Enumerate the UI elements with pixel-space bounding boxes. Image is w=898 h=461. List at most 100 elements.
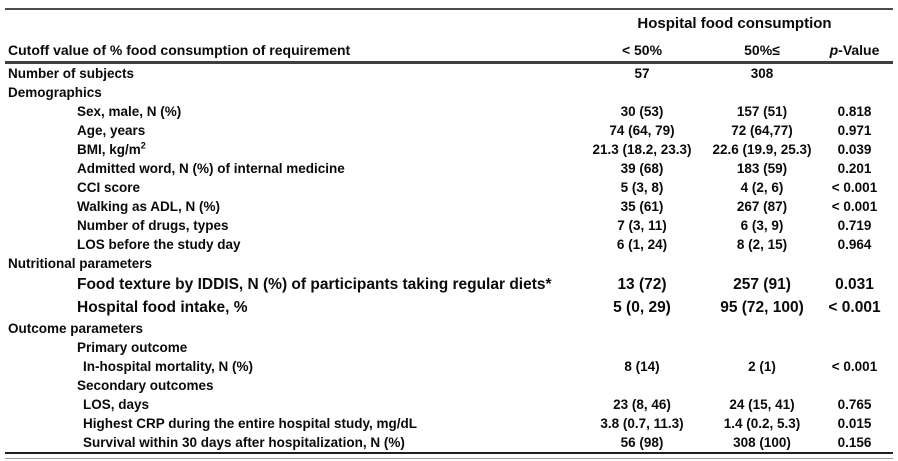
p-value-cell: < 0.001	[831, 359, 878, 374]
p-value-cell	[816, 254, 893, 273]
row-label: Highest CRP during the entire hospital s…	[5, 414, 576, 433]
row-label-text: Number of drugs, types	[77, 218, 229, 233]
table-header: Hospital food consumption Cutoff value o…	[5, 9, 893, 63]
p-value-cell	[816, 319, 893, 338]
spanner-heading: Hospital food consumption	[637, 15, 832, 32]
row-label-text: Survival within 30 days after hospitaliz…	[83, 435, 405, 450]
row-label-text: In-hospital mortality, N (%)	[83, 359, 254, 374]
value-cell: 74 (64, 79)	[609, 123, 675, 138]
row-label: In-hospital mortality, N (%)	[5, 357, 576, 376]
row-label-text: LOS before the study day	[77, 237, 241, 252]
row-label-text: Outcome parameters	[8, 321, 144, 336]
value-cell: 267 (87)	[736, 199, 788, 214]
value-cell	[708, 83, 816, 102]
p-value-cell: 0.031	[835, 275, 874, 293]
table-row: Walking as ADL, N (%) 35 (61) 267 (87) < 0.…	[5, 197, 893, 216]
p-value-cell: 0.971	[837, 123, 872, 138]
value-cell: 39 (68)	[620, 161, 664, 176]
table-row: LOS, days 23 (8, 46) 24 (15, 41) 0.765	[5, 395, 893, 414]
section-row: Primary outcome	[5, 338, 893, 357]
column-header-pvalue: p-Value	[816, 33, 893, 63]
table-row: Hospital food intake, % 5 (0, 29) 95 (72, …	[5, 296, 893, 319]
value-cell: 23 (8, 46)	[613, 397, 671, 412]
p-value-cell: 0.719	[837, 218, 872, 233]
value-cell: 72 (64,77)	[731, 123, 793, 138]
p-value-cell: < 0.001	[828, 298, 881, 316]
p-value-cell	[816, 63, 893, 84]
table-row: Admitted word, N (%) of internal medicin…	[5, 159, 893, 178]
value-cell: 13 (72)	[617, 275, 667, 293]
value-cell: 24 (15, 41)	[729, 397, 795, 412]
value-cell	[576, 83, 708, 102]
row-label-text: Sex, male, N (%)	[77, 104, 182, 119]
p-value-cell: 0.156	[837, 435, 872, 450]
spanner-spacer	[5, 9, 576, 33]
column-header-row: Cutoff value of % food consumption of re…	[5, 33, 893, 63]
p-value-cell	[816, 83, 893, 102]
table-row: Highest CRP during the entire hospital s…	[5, 414, 893, 433]
row-label: LOS, days	[5, 395, 576, 414]
row-label-text: Primary outcome	[77, 340, 188, 355]
value-cell: 2 (1)	[748, 359, 776, 374]
row-label-text: Admitted word, N (%) of internal medicin…	[77, 161, 345, 176]
row-label: Sex, male, N (%)	[5, 102, 576, 121]
p-value-cell: 0.765	[837, 397, 872, 412]
value-cell	[576, 376, 708, 395]
bottom-secondary-rule	[5, 458, 893, 459]
value-cell: 95 (72, 100)	[720, 298, 804, 316]
row-label: Primary outcome	[5, 338, 576, 357]
table-row: Sex, male, N (%) 30 (53) 157 (51) 0.818	[5, 102, 893, 121]
row-label-text: Walking as ADL, N (%)	[77, 199, 221, 214]
value-cell: 5 (3, 8)	[620, 180, 664, 195]
row-label-text: Highest CRP during the entire hospital s…	[83, 416, 418, 431]
value-cell: 3.8 (0.7, 11.3)	[600, 416, 684, 431]
table-row: In-hospital mortality, N (%) 8 (14) 2 (1) <…	[5, 357, 893, 376]
section-row: Demographics	[5, 83, 893, 102]
row-label-text: CCI score	[77, 180, 141, 195]
p-value-cell: < 0.001	[831, 199, 878, 214]
row-label: Walking as ADL, N (%)	[5, 197, 576, 216]
table-body: Number of subjects 57 308 Demographics Sex, …	[5, 63, 893, 453]
row-label: Secondary outcomes	[5, 376, 576, 395]
table-row: Age, years 74 (64, 79) 72 (64,77) 0.971	[5, 121, 893, 140]
column-header-under50: < 50%	[621, 42, 663, 58]
value-cell: 8 (14)	[624, 359, 660, 374]
p-value-cell: 0.201	[837, 161, 872, 176]
spanner-row: Hospital food consumption	[5, 9, 893, 33]
row-label-text: Number of subjects	[8, 66, 135, 81]
p-value-cell	[816, 338, 893, 357]
value-cell: 5 (0, 29)	[613, 298, 671, 316]
table-row: Survival within 30 days after hospitaliz…	[5, 433, 893, 453]
row-label: BMI, kg/m2	[5, 140, 576, 159]
value-cell: 7 (3, 11)	[617, 218, 667, 233]
value-cell: 35 (61)	[620, 199, 664, 214]
p-value-cell: 0.964	[837, 237, 872, 252]
value-cell	[708, 376, 816, 395]
column-header-over50: 50%≤	[744, 42, 780, 58]
value-cell	[576, 338, 708, 357]
value-cell: 157 (51)	[736, 104, 788, 119]
row-label-text: Secondary outcomes	[77, 378, 214, 393]
row-label: Age, years	[5, 121, 576, 140]
row-label: Food texture by IDDIS, N (%) of particip…	[5, 273, 576, 296]
section-row: Nutritional parameters	[5, 254, 893, 273]
value-cell: 257 (91)	[733, 275, 791, 293]
value-cell	[576, 254, 708, 273]
row-label: Admitted word, N (%) of internal medicin…	[5, 159, 576, 178]
row-label: Hospital food intake, %	[5, 296, 576, 319]
value-cell: 6 (1, 24)	[616, 237, 668, 252]
results-table: Hospital food consumption Cutoff value o…	[5, 8, 893, 454]
value-cell: 57	[634, 66, 650, 81]
row-label-text: LOS, days	[83, 397, 150, 412]
table-row: Number of subjects 57 308	[5, 63, 893, 84]
row-label: Demographics	[5, 83, 576, 102]
p-value-cell: 0.039	[837, 142, 872, 157]
value-cell: 21.3 (18.2, 23.3)	[592, 142, 692, 157]
row-label-text: BMI, kg/m	[77, 142, 141, 157]
value-cell: 8 (2, 15)	[736, 237, 788, 252]
p-value-rest: -Value	[838, 42, 880, 58]
value-cell: 1.4 (0.2, 5.3)	[723, 416, 801, 431]
table-row: LOS before the study day 6 (1, 24) 8 (2, 1…	[5, 235, 893, 254]
p-value-cell: 0.015	[837, 416, 872, 431]
row-label-text: Demographics	[8, 85, 102, 100]
